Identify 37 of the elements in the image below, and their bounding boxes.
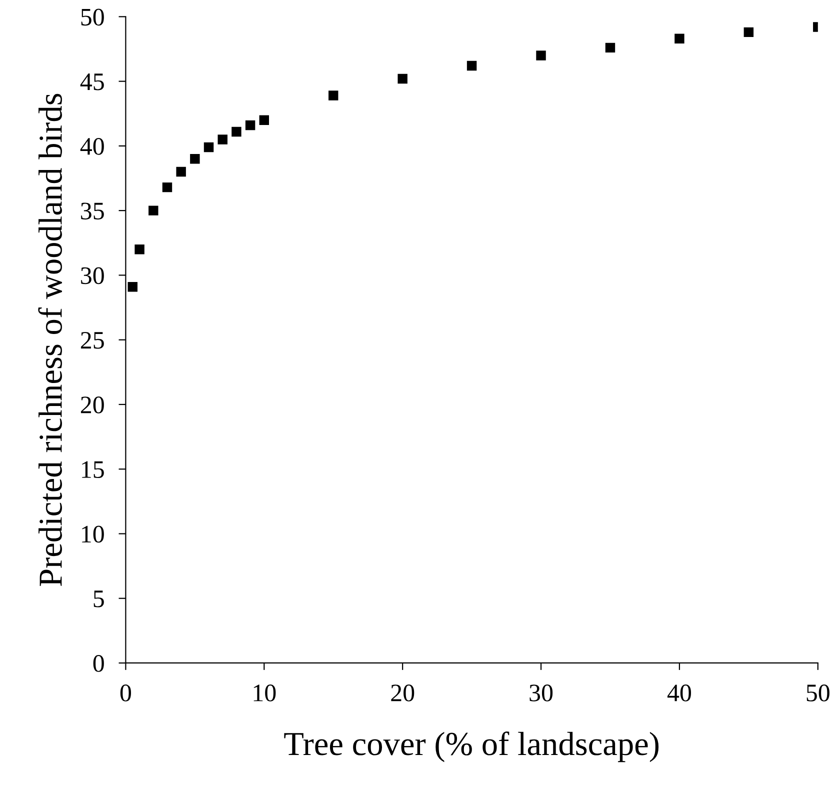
x-tick-label: 50 [806, 684, 830, 702]
point [190, 154, 200, 164]
y-tick-label: 5 [94, 590, 104, 608]
point [466, 60, 477, 71]
point [134, 244, 144, 254]
point [162, 182, 172, 192]
x-tick-label: 30 [530, 684, 553, 702]
y-tick-label: 30 [81, 267, 104, 284]
y-tick-label: 50 [81, 8, 104, 26]
point [536, 50, 546, 60]
point [232, 126, 242, 137]
y-tick-label: 0 [93, 655, 104, 672]
point [148, 206, 158, 216]
point [328, 90, 338, 100]
point [176, 166, 186, 177]
point [218, 134, 228, 144]
y-tick-label: 20 [80, 396, 104, 414]
x-tick-label: 0 [120, 684, 131, 702]
point [744, 27, 754, 38]
point [128, 282, 138, 292]
y-tick-label: 15 [82, 461, 104, 478]
x-axis-title: Tree cover (% of landscape) [284, 731, 659, 762]
y-tick-label: 45 [80, 74, 104, 90]
point [398, 74, 408, 84]
y-tick-label: 35 [81, 202, 104, 220]
x-tick-label: 20 [391, 684, 414, 702]
y-tick-label: 40 [80, 138, 104, 155]
y-tick-label: 25 [80, 332, 104, 349]
y-axis-title: Predicted richness of woodland birds [38, 94, 62, 586]
x-tick-label: 40 [667, 684, 691, 702]
point [674, 34, 684, 44]
x-tick-label: 10 [254, 684, 276, 702]
point [204, 142, 214, 152]
point [605, 42, 616, 53]
point [245, 120, 256, 130]
y-tick-label: 10 [82, 526, 104, 543]
point [259, 115, 269, 125]
